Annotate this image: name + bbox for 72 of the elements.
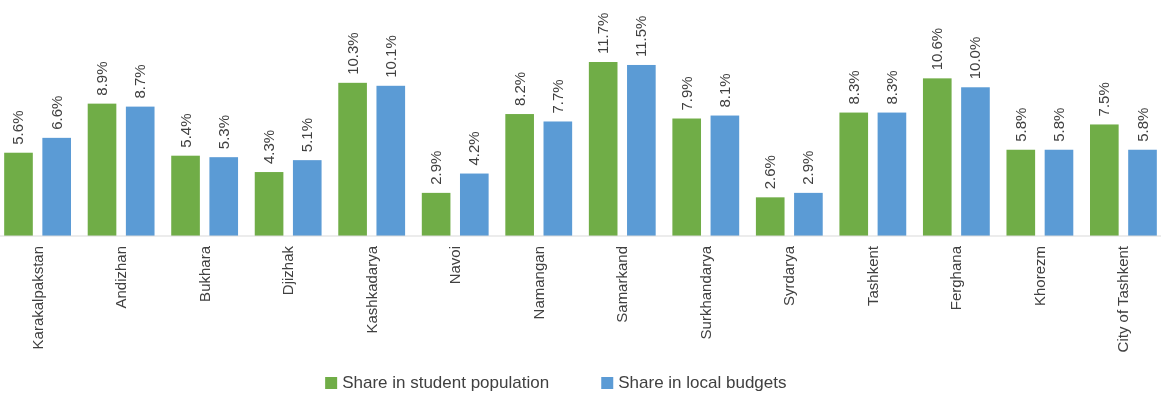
data-label: 8.3%	[844, 70, 862, 105]
data-label: 10.0%	[966, 36, 984, 80]
x-tick-label: Khorezm	[1030, 246, 1048, 307]
bar	[710, 115, 740, 236]
data-label: 8.2%	[510, 71, 528, 107]
data-label: 8.3%	[882, 70, 900, 105]
x-tick-label: Namangan	[529, 246, 547, 320]
x-tick-label: Surkhandarya	[696, 245, 714, 340]
bar	[1090, 124, 1119, 236]
data-label: 2.9%	[427, 150, 445, 185]
legend-label: Share in student population	[342, 373, 550, 392]
bar	[292, 160, 322, 236]
data-label: 5.3%	[214, 114, 232, 150]
x-tick-label: City of Tashkent	[1114, 245, 1132, 353]
data-label: 2.9%	[799, 150, 817, 185]
bar	[755, 197, 785, 236]
bar	[505, 114, 534, 236]
bar	[87, 103, 117, 236]
data-label: 8.1%	[715, 73, 733, 108]
data-label: 4.2%	[465, 131, 483, 166]
data-label: 8.7%	[131, 64, 149, 99]
data-label: 11.7%	[594, 12, 612, 54]
data-label: 5.8%	[1011, 107, 1029, 142]
bar	[961, 87, 990, 236]
data-label: 7.9%	[677, 76, 695, 111]
data-label: 4.3%	[260, 129, 278, 165]
bar	[877, 112, 907, 236]
data-label: 5.8%	[1049, 107, 1067, 142]
bar	[171, 155, 200, 236]
bar	[254, 172, 284, 236]
x-tick-label: Tashkent	[863, 245, 881, 307]
bar	[922, 78, 952, 236]
data-label: 8.9%	[93, 61, 111, 96]
bar	[794, 192, 823, 236]
data-label: 5.8%	[1133, 107, 1151, 142]
x-tick-label: Samarkand	[613, 246, 631, 323]
bar	[376, 85, 406, 236]
bar	[459, 173, 489, 236]
data-label: 5.6%	[9, 110, 27, 145]
bar	[4, 152, 33, 236]
data-label: 7.7%	[548, 79, 566, 114]
bar	[672, 118, 702, 236]
x-tick-label: Navoi	[446, 246, 464, 285]
data-label: 5.1%	[298, 117, 316, 153]
bar	[627, 64, 656, 236]
data-label: 2.6%	[761, 155, 779, 190]
x-tick-label: Kashkadarya	[362, 245, 380, 334]
bar	[338, 82, 367, 236]
bar	[209, 157, 239, 236]
bar	[1128, 149, 1157, 236]
legend-label: Share in local budgets	[618, 373, 787, 392]
x-tick-label: Ferghana	[947, 245, 965, 311]
x-tick-label: Syrdarya	[780, 245, 798, 307]
x-tick-label: Andizhan	[112, 246, 130, 309]
bar	[1044, 149, 1074, 236]
bar	[42, 137, 71, 236]
data-label: 6.6%	[47, 95, 65, 130]
bar	[588, 62, 618, 236]
data-label: 11.5%	[632, 15, 650, 57]
bar	[839, 112, 869, 236]
bar	[543, 121, 573, 236]
bar	[421, 192, 451, 236]
data-label: 5.4%	[176, 113, 194, 148]
bar	[125, 106, 155, 236]
data-label: 10.3%	[343, 32, 361, 75]
data-label: 10.1%	[381, 35, 399, 78]
x-tick-label: Djizhak	[279, 245, 297, 296]
data-label: 10.6%	[928, 27, 946, 71]
x-tick-label: Bukhara	[195, 245, 213, 302]
bar	[1006, 149, 1036, 236]
x-tick-label: Karakalpakstan	[28, 246, 46, 350]
data-label: 7.5%	[1095, 82, 1113, 117]
